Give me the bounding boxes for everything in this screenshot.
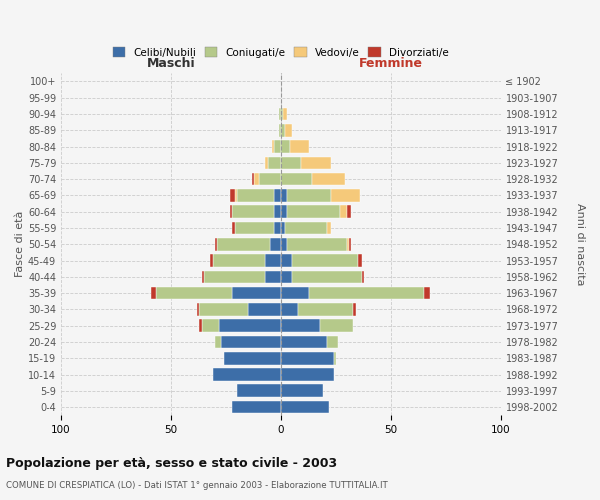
Bar [281,238,287,250]
Bar [331,189,360,202]
Bar [353,303,356,316]
Bar [278,108,281,120]
Y-axis label: Anni di nascita: Anni di nascita [575,203,585,285]
Bar [424,287,430,300]
Bar [274,222,281,234]
Bar [281,189,287,202]
Bar [281,108,283,120]
Bar [219,320,281,332]
Bar [197,303,199,316]
Bar [259,173,281,186]
Bar [232,206,274,218]
Bar [281,401,329,413]
Bar [252,173,254,186]
Bar [224,352,281,364]
Bar [199,303,248,316]
Bar [327,222,331,234]
Bar [340,206,347,218]
Bar [347,206,351,218]
Bar [248,303,281,316]
Bar [155,287,232,300]
Bar [265,270,281,283]
Bar [281,336,327,348]
Bar [212,368,281,381]
Bar [278,124,281,136]
Bar [232,222,235,234]
Bar [290,140,310,153]
Bar [334,352,336,364]
Bar [283,108,287,120]
Bar [320,320,353,332]
Bar [287,206,340,218]
Bar [287,238,347,250]
Bar [221,336,281,348]
Text: COMUNE DI CRESPIATICA (LO) - Dati ISTAT 1° gennaio 2003 - Elaborazione TUTTITALI: COMUNE DI CRESPIATICA (LO) - Dati ISTAT … [6,481,388,490]
Bar [281,222,285,234]
Bar [232,287,281,300]
Bar [310,287,424,300]
Bar [281,320,320,332]
Bar [281,270,292,283]
Bar [230,189,235,202]
Text: Maschi: Maschi [146,57,195,70]
Bar [274,206,281,218]
Bar [212,254,265,267]
Bar [292,254,358,267]
Bar [202,320,219,332]
Bar [151,287,155,300]
Bar [281,140,290,153]
Bar [281,287,310,300]
Bar [265,156,268,169]
Bar [235,222,274,234]
Bar [301,156,331,169]
Bar [285,222,327,234]
Bar [202,270,204,283]
Bar [292,270,362,283]
Bar [204,270,265,283]
Bar [281,352,334,364]
Bar [281,368,334,381]
Bar [281,206,287,218]
Bar [298,303,353,316]
Y-axis label: Fasce di età: Fasce di età [15,211,25,278]
Bar [349,238,351,250]
Bar [237,189,274,202]
Bar [230,206,232,218]
Bar [274,189,281,202]
Bar [199,320,202,332]
Bar [347,238,349,250]
Legend: Celibi/Nubili, Coniugati/e, Vedovi/e, Divorziati/e: Celibi/Nubili, Coniugati/e, Vedovi/e, Di… [110,44,452,61]
Bar [270,238,281,250]
Bar [268,156,281,169]
Bar [232,401,281,413]
Bar [311,173,344,186]
Bar [217,238,270,250]
Bar [274,140,281,153]
Bar [265,254,281,267]
Bar [281,156,301,169]
Text: Popolazione per età, sesso e stato civile - 2003: Popolazione per età, sesso e stato civil… [6,458,337,470]
Bar [327,336,338,348]
Bar [254,173,259,186]
Bar [211,254,212,267]
Bar [281,173,311,186]
Bar [285,124,292,136]
Bar [272,140,274,153]
Bar [281,384,323,397]
Bar [281,124,285,136]
Bar [281,254,292,267]
Bar [358,254,362,267]
Bar [237,384,281,397]
Bar [287,189,331,202]
Bar [281,303,298,316]
Text: Femmine: Femmine [359,57,423,70]
Bar [215,238,217,250]
Bar [362,270,364,283]
Bar [235,189,237,202]
Bar [215,336,221,348]
